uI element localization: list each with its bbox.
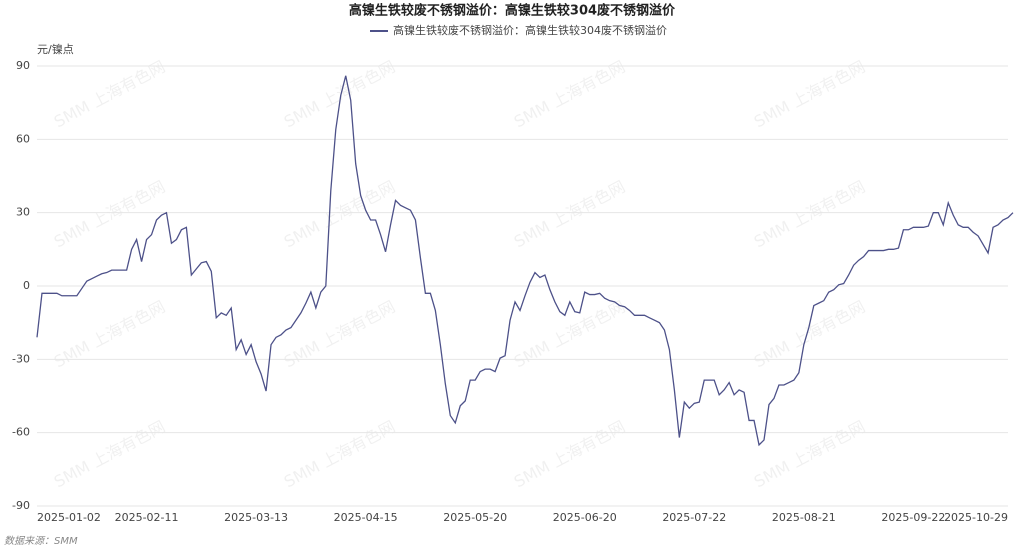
watermark: SMM 上海有色网 (51, 417, 168, 491)
watermark: SMM 上海有色网 (51, 297, 168, 371)
watermark: SMM 上海有色网 (511, 417, 628, 491)
watermark: SMM 上海有色网 (751, 177, 868, 251)
watermark: SMM 上海有色网 (51, 57, 168, 131)
y-tick-label: 30 (16, 206, 30, 219)
x-tick-label: 2025-10-29 (944, 511, 1008, 524)
y-tick-label: 90 (16, 59, 30, 72)
watermark: SMM 上海有色网 (281, 297, 398, 371)
y-axis-unit: 元/镍点 (37, 42, 74, 56)
x-tick-label: 2025-06-20 (553, 511, 617, 524)
x-tick-label: 2025-02-11 (115, 511, 179, 524)
y-tick-label: 60 (16, 132, 30, 145)
y-tick-label: -60 (12, 426, 30, 439)
watermark: SMM 上海有色网 (281, 417, 398, 491)
legend-label: 高镍生铁较废不锈钢溢价：高镍生铁较304废不锈钢溢价 (393, 23, 667, 37)
watermark: SMM 上海有色网 (281, 57, 398, 131)
x-tick-label: 2025-07-22 (662, 511, 726, 524)
x-tick-label: 2025-04-15 (334, 511, 398, 524)
watermark: SMM 上海有色网 (751, 297, 868, 371)
chart-title: 高镍生铁较废不锈钢溢价：高镍生铁较304废不锈钢溢价 (349, 3, 676, 19)
series-line (36, 75, 1014, 447)
x-tick-label: 2025-05-20 (443, 511, 507, 524)
source: 数据来源：SMM (4, 535, 78, 547)
watermark: SMM 上海有色网 (281, 177, 398, 251)
watermark: SMM 上海有色网 (751, 57, 868, 131)
x-tick-label: 2025-01-02 (37, 511, 101, 524)
watermark: SMM 上海有色网 (51, 177, 168, 251)
watermark: SMM 上海有色网 (511, 57, 628, 131)
x-tick-label: 2025-09-22 (881, 511, 945, 524)
x-tick-label: 2025-08-21 (772, 511, 836, 524)
watermark: SMM 上海有色网 (511, 297, 628, 371)
watermark: SMM 上海有色网 (511, 177, 628, 251)
x-tick-label: 2025-03-13 (224, 511, 288, 524)
y-tick-label: -90 (12, 499, 30, 512)
watermark: SMM 上海有色网 (751, 417, 868, 491)
y-tick-label: 0 (23, 279, 30, 292)
y-tick-label: -30 (12, 352, 30, 365)
